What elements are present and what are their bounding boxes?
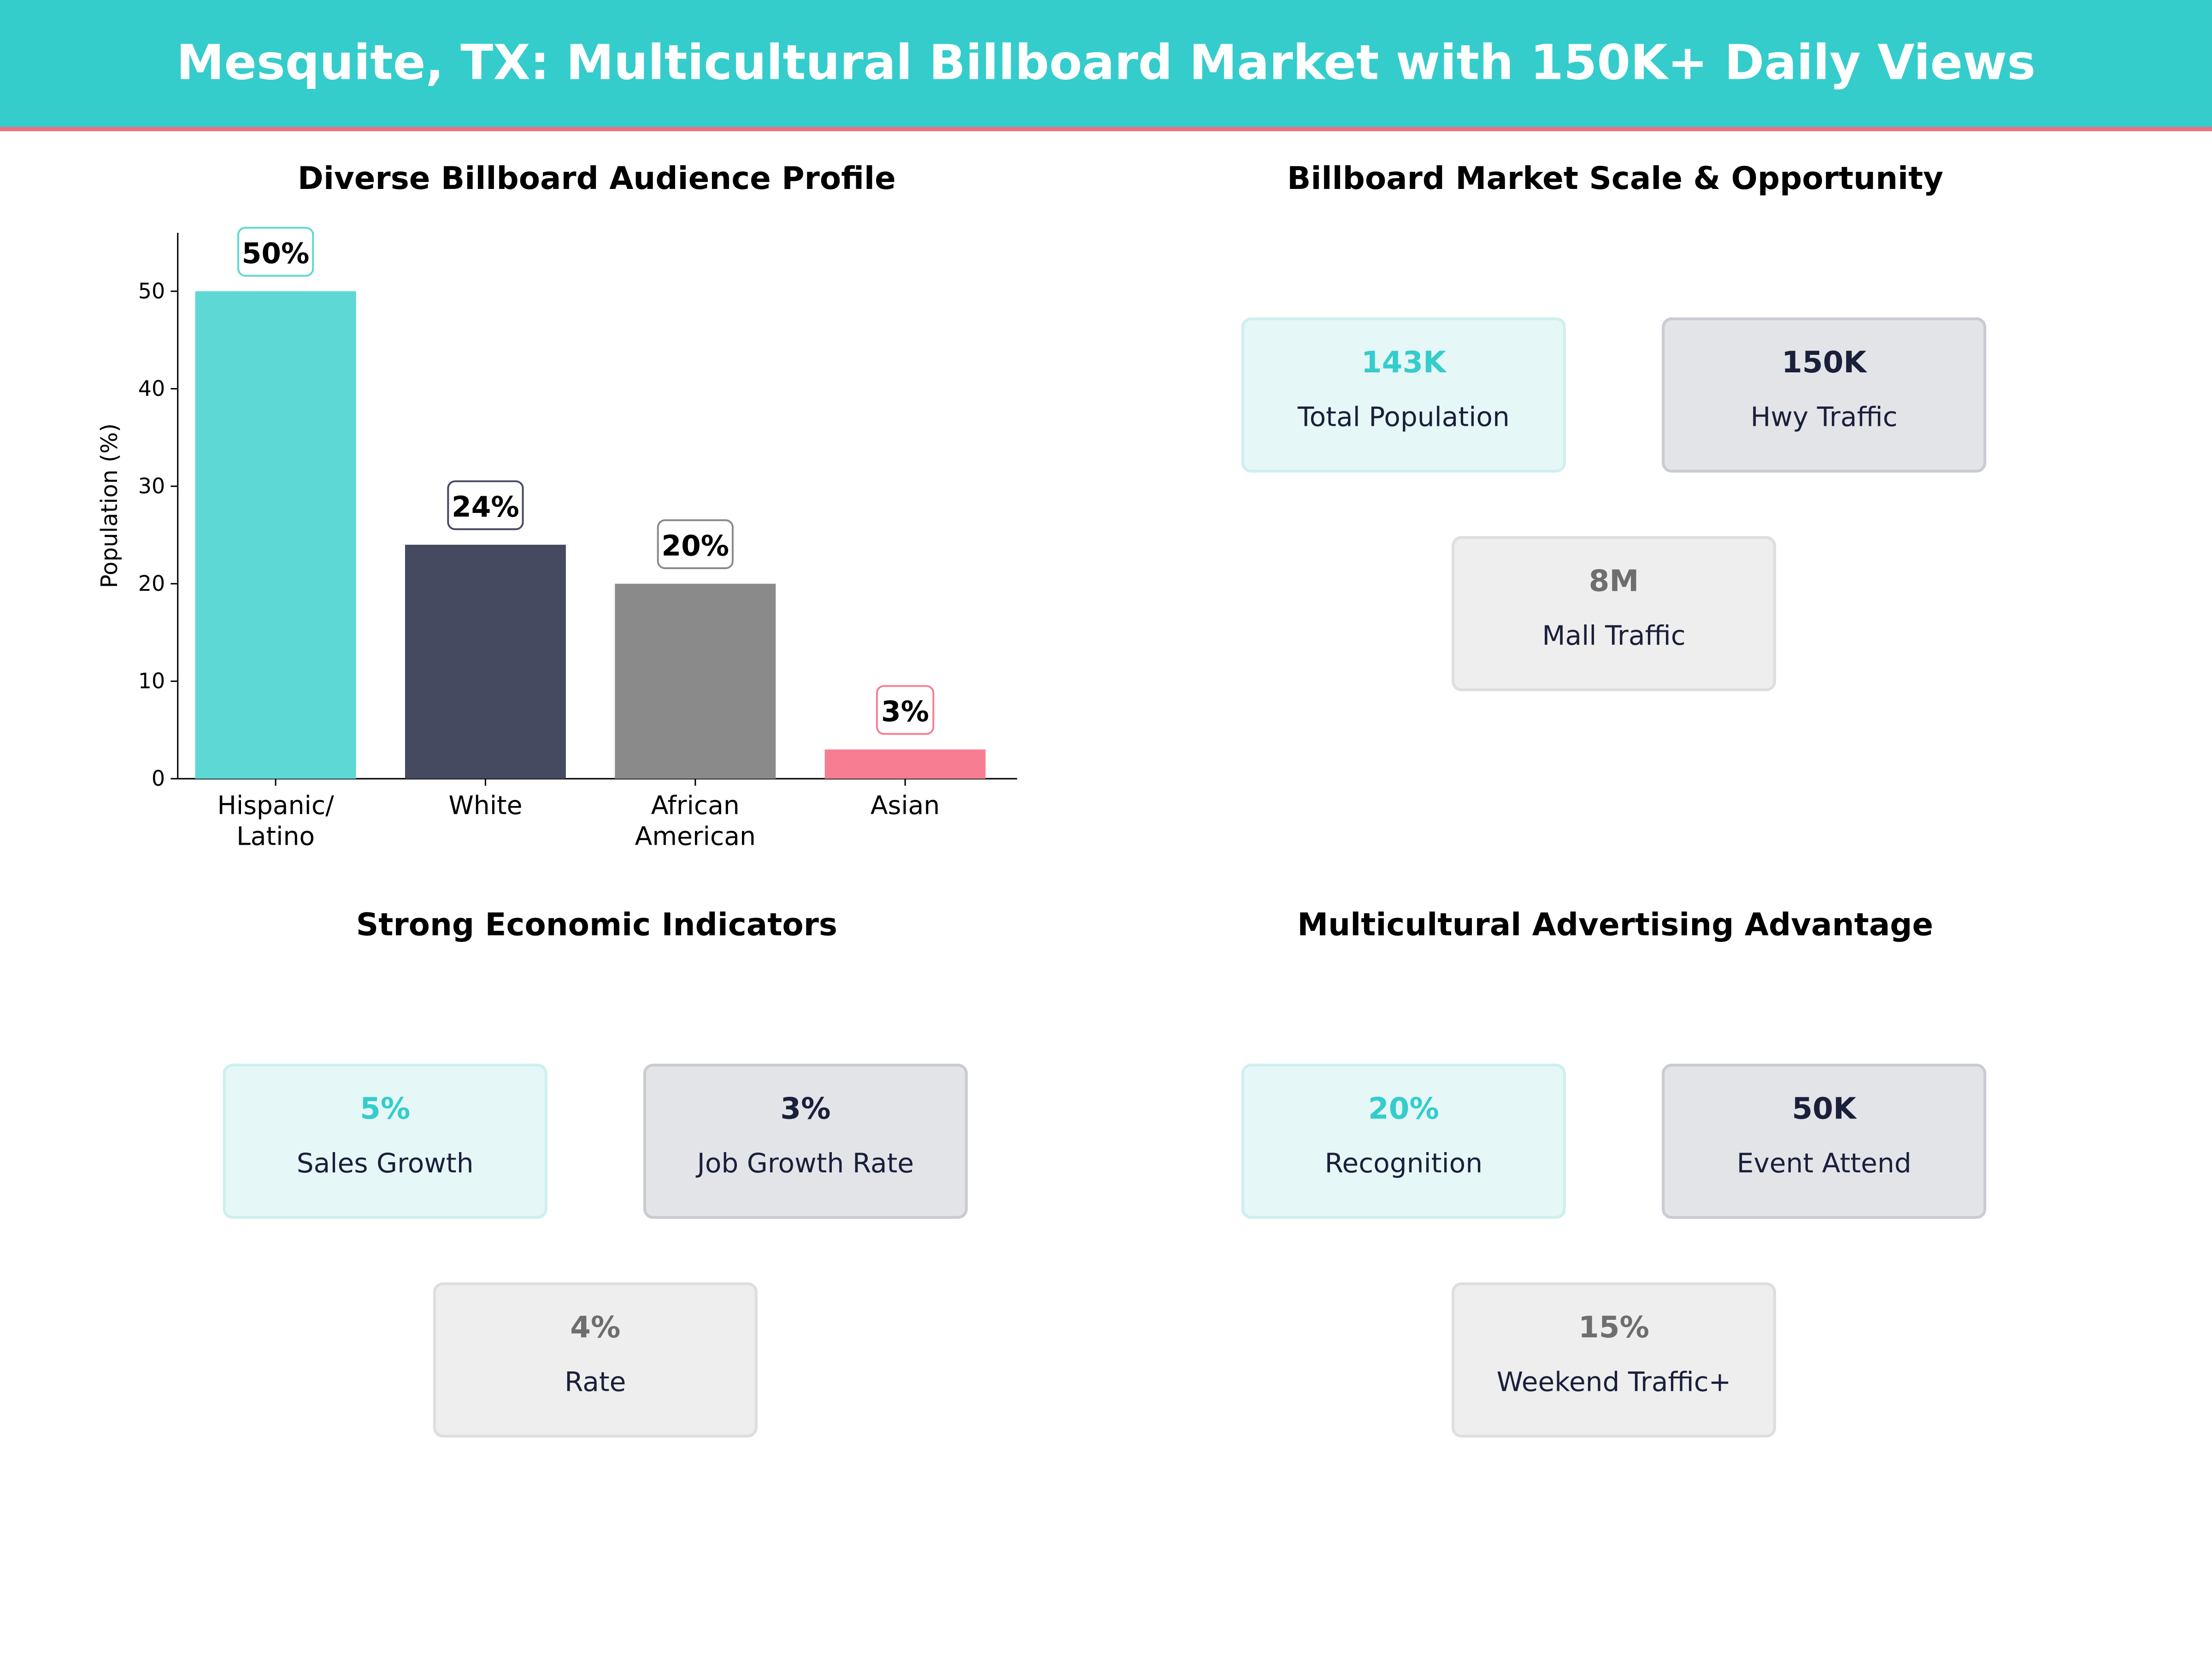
stat-card-event-attend: 50K Event Attend — [1662, 1064, 1987, 1219]
data-label-box — [447, 480, 524, 530]
x-tick-label: Hispanic/ — [217, 790, 334, 820]
stat-value: 15% — [1578, 1310, 1649, 1345]
stat-value: 4% — [570, 1310, 621, 1345]
stat-value: 3% — [780, 1092, 831, 1126]
data-label-box — [876, 685, 935, 735]
bar — [405, 545, 566, 779]
data-label-box — [237, 227, 314, 277]
stat-label: Sales Growth — [296, 1148, 474, 1180]
stat-card-mall-traffic: 8M Mall Traffic — [1451, 536, 1777, 691]
stat-card-job-growth: 3% Job Growth Rate — [643, 1064, 968, 1219]
audience-bar-chart: 0 10 20 30 40 50 Population (%) Hispanic/Latino… — [96, 227, 1018, 851]
stat-value: 150K — [1782, 345, 1867, 380]
x-tick-label: African — [651, 790, 740, 820]
stat-label: Event Attend — [1736, 1148, 1912, 1180]
stat-value: 50K — [1792, 1092, 1856, 1126]
stat-label: Mall Traffic — [1542, 620, 1686, 652]
stat-label: Weekend Traffic+ — [1496, 1367, 1731, 1398]
stat-value: 5% — [360, 1092, 411, 1126]
y-axis-label: Population (%) — [96, 424, 123, 588]
y-tick-label: 40 — [138, 376, 165, 401]
stat-value: 143K — [1361, 345, 1446, 380]
bar — [615, 583, 776, 779]
stat-card-total-population: 143K Total Population — [1241, 317, 1566, 473]
multicultural-panel-title: Multicultural Advertising Advantage — [1297, 908, 1934, 944]
stat-card-recognition: 20% Recognition — [1241, 1064, 1566, 1219]
stat-card-hwy-traffic: 150K Hwy Traffic — [1662, 317, 1987, 473]
stat-label: Total Population — [1297, 402, 1510, 433]
data-label: 3% — [881, 695, 929, 728]
x-tick-label: American — [635, 822, 756, 851]
x-tick-label: White — [448, 790, 522, 820]
stat-card-rate: 4% Rate — [433, 1282, 758, 1438]
y-tick-label: 50 — [138, 278, 165, 303]
market-panel-title: Billboard Market Scale & Opportunity — [1287, 162, 1944, 198]
data-label: 50% — [242, 237, 310, 270]
chart-title: Diverse Billboard Audience Profile — [297, 162, 896, 198]
stat-label: Recognition — [1324, 1148, 1483, 1180]
page-title: Mesquite, TX: Multicultural Billboard Ma… — [176, 35, 2036, 92]
y-tick-label: 30 — [138, 473, 165, 498]
stat-label: Hwy Traffic — [1750, 402, 1898, 433]
data-label-box — [657, 519, 734, 569]
header-banner: Mesquite, TX: Multicultural Billboard Ma… — [0, 0, 2212, 131]
bar — [824, 749, 986, 779]
economic-panel-title: Strong Economic Indicators — [356, 908, 838, 944]
data-label: 20% — [662, 529, 729, 562]
stat-card-sales-growth: 5% Sales Growth — [223, 1064, 547, 1219]
stat-card-weekend-traffic: 15% Weekend Traffic+ — [1451, 1282, 1777, 1438]
y-tick-label: 20 — [138, 571, 165, 596]
stat-label: Rate — [565, 1367, 626, 1398]
x-tick-label: Asian — [871, 790, 940, 820]
bar — [195, 291, 356, 779]
stat-value: 8M — [1588, 564, 1639, 598]
x-tick-label: Latino — [236, 822, 315, 851]
y-tick-label: 0 — [152, 766, 165, 791]
stat-label: Job Growth Rate — [697, 1148, 914, 1180]
data-label: 24% — [452, 491, 519, 524]
y-tick-label: 10 — [138, 669, 165, 694]
stat-value: 20% — [1368, 1092, 1439, 1126]
